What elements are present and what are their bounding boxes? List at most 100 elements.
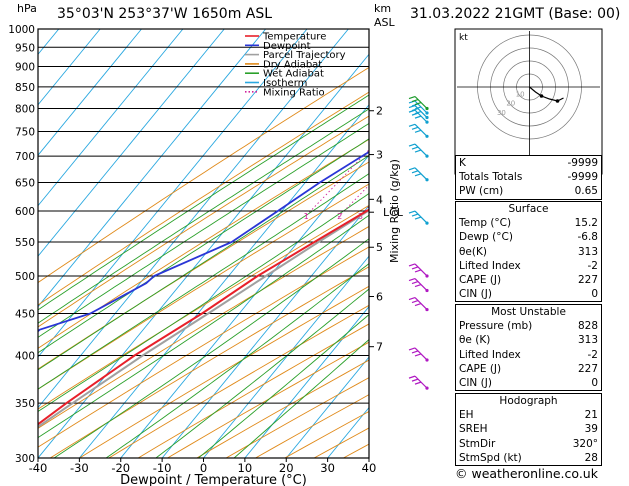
param-row: Totals Totals -9999 (456, 170, 601, 184)
param-label: Pressure (mb) (459, 320, 533, 333)
isotherm-line (38, 29, 225, 257)
hodograph-point (539, 94, 544, 98)
legend-label: Temperature (262, 32, 326, 43)
wind-barb-point (425, 386, 429, 390)
datetime-title: 31.03.2022 21GMT (Base: 00) (410, 6, 621, 22)
isotherm-line (38, 29, 142, 156)
isotherm-line (161, 205, 369, 458)
wet-adiabat-line (38, 192, 369, 412)
param-row: θe(K) 313 (456, 245, 601, 259)
most-unstable-panel: Most Unstable Pressure (mb) 828 θe (K) 313 Li… (455, 304, 602, 392)
x-axis-title: Dewpoint / Temperature (°C) (120, 473, 307, 486)
legend-label: Parcel Trajectory (263, 50, 346, 61)
x-tick-label: -30 (70, 461, 89, 475)
wind-barb (408, 375, 429, 390)
dry-adiabat-line (79, 285, 369, 458)
wind-barb-flag (408, 95, 416, 100)
indices-panel: K -9999 Totals Totals -9999 PW (cm) 0.65 (455, 155, 602, 200)
param-row: StmSpd (kt) 28 (456, 451, 601, 465)
wet-adiabat-line (38, 122, 369, 338)
km-tick-label: 3 (376, 149, 383, 162)
isotherm-line (38, 53, 369, 458)
param-value: 320° (572, 437, 598, 450)
wind-barb (408, 347, 429, 362)
param-label: CAPE (J) (459, 362, 502, 375)
pressure-tick-label: 700 (15, 151, 35, 163)
wind-barb-flag (408, 347, 416, 351)
dry-adiabat-line (38, 183, 369, 390)
km-tick-label: 4 (376, 193, 383, 206)
param-row: PW (cm) 0.65 (456, 184, 601, 198)
hodograph-point (555, 99, 560, 103)
wind-barb-flag (411, 280, 419, 285)
hodograph-ring-label: 20 (506, 100, 515, 108)
wind-barb-flag (411, 378, 419, 382)
wind-barb-flag (414, 353, 422, 357)
hodograph-ring-label: 10 (516, 90, 525, 98)
surface-panel: Surface Temp (°C) 15.2 Dewp (°C) -6.8 θe(K) 31… (455, 201, 602, 303)
param-label: K (459, 157, 466, 169)
param-value: 0 (591, 288, 598, 301)
wind-barb (408, 277, 429, 293)
param-value: 313 (577, 245, 598, 258)
km-tick-label: 7 (376, 341, 383, 354)
param-row: CIN (J) 0 (456, 287, 601, 301)
pressure-tick-label: 950 (15, 42, 35, 54)
wet-adiabat-line (53, 238, 369, 458)
param-value: 0.65 (574, 185, 598, 198)
pressure-tick-label: 1000 (8, 24, 35, 36)
wind-barb-flag (414, 129, 422, 133)
wind-barb-point (425, 307, 429, 312)
dry-adiabat-line (108, 304, 369, 458)
asl-axis-unit: ASL (374, 16, 395, 29)
param-label: CIN (J) (459, 288, 492, 301)
pressure-tick-label: 900 (15, 62, 35, 74)
x-tick-label: 40 (362, 461, 377, 475)
x-tick-label: 10 (238, 461, 253, 475)
wind-barb-flag (414, 101, 422, 106)
wind-barb-flag (411, 98, 419, 103)
wind-barb-flag (408, 143, 416, 147)
param-row: CAPE (J) 227 (456, 362, 601, 376)
mixing-ratio-label: 2 (337, 212, 342, 221)
param-value: -2 (587, 259, 598, 272)
mixing-ratio-label: 1 (304, 212, 309, 221)
param-row: θe (K) 313 (456, 333, 601, 347)
pressure-tick-label: 450 (15, 309, 35, 321)
wind-barb-flag (411, 213, 419, 217)
pressure-tick-label: 650 (15, 177, 35, 189)
wind-barb-flag (411, 300, 419, 304)
wind-barb-point (425, 106, 429, 111)
wind-barb-point (425, 115, 429, 120)
x-tick-label: -20 (111, 461, 130, 475)
pressure-tick-label: 300 (15, 453, 35, 465)
param-label: θe (K) (459, 334, 491, 347)
pressure-tick-label: 800 (15, 104, 35, 116)
param-label: CIN (J) (459, 376, 492, 389)
isotherm-line (79, 104, 369, 458)
param-row: Pressure (mb) 828 (456, 319, 601, 333)
plot-area: 12346810162025 (38, 29, 378, 458)
km-tick-label: 2 (376, 105, 383, 118)
isotherm-line (38, 29, 267, 308)
wind-barb-flag (414, 381, 422, 385)
param-value: 39 (584, 423, 598, 436)
wind-barb-flag (411, 126, 419, 130)
param-row: Temp (°C) 15.2 (456, 216, 601, 230)
param-row: CIN (J) 0 (456, 376, 601, 390)
dry-adiabat-line (137, 323, 369, 458)
wind-barb (408, 210, 429, 225)
param-value: 15.2 (574, 217, 598, 230)
lcl-label: LCL (383, 206, 404, 219)
param-value: 227 (577, 362, 598, 375)
wind-barb-flag (414, 106, 422, 110)
param-label: Temp (°C) (459, 217, 512, 230)
wind-barb (408, 297, 429, 312)
mixing-ratio-label: 4 (373, 212, 378, 221)
param-label: StmDir (459, 437, 496, 450)
x-tick-label: 20 (279, 461, 294, 475)
isotherm-line (38, 29, 308, 358)
parcel-trajectory-line (38, 209, 369, 429)
isotherm-line (38, 29, 101, 106)
param-row: EH 21 (456, 408, 601, 422)
